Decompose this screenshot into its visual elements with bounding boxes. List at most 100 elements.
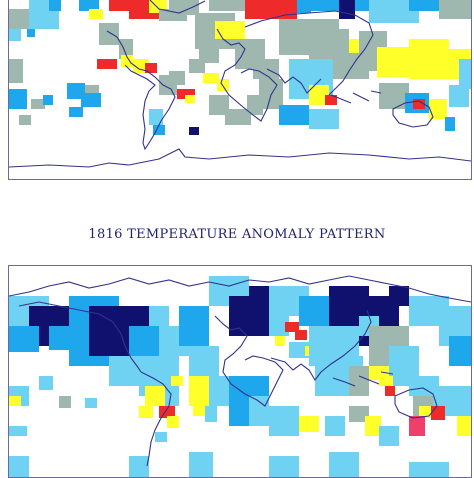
anomaly-cell [325, 416, 345, 436]
anomaly-cell [85, 85, 99, 93]
anomaly-cell [145, 63, 157, 73]
anomaly-map-top [9, 0, 471, 168]
anomaly-cell [297, 0, 311, 13]
anomaly-cell [209, 376, 229, 406]
anomaly-cell [9, 29, 21, 41]
anomaly-cell [217, 79, 229, 91]
anomaly-cell [89, 9, 103, 19]
anomaly-cell [379, 376, 393, 386]
anomaly-cell [67, 83, 85, 99]
anomaly-cell [119, 39, 133, 59]
anomaly-cell [169, 71, 185, 85]
anomaly-cell [247, 95, 263, 115]
anomaly-cell [149, 109, 163, 125]
map-caption: 1816 TEMPERATURE ANOMALY PATTERN [88, 227, 386, 242]
anomaly-cell [285, 322, 299, 332]
anomaly-cell [9, 426, 27, 436]
anomaly-cell [259, 0, 289, 11]
anomaly-cell [189, 346, 219, 376]
anomaly-cell [189, 127, 199, 135]
anomaly-cell [309, 109, 339, 129]
anomaly-cell [269, 456, 299, 477]
anomaly-cell [279, 105, 309, 125]
anomaly-cell [309, 85, 329, 105]
anomaly-cell [189, 452, 213, 477]
anomaly-cell [295, 330, 307, 340]
map-panel-top [8, 0, 472, 180]
anomaly-cell [379, 83, 409, 109]
anomaly-cell [31, 99, 45, 109]
anomaly-cell [9, 326, 39, 352]
anomaly-cell [171, 376, 183, 386]
anomaly-cell [209, 0, 245, 11]
anomaly-cell [289, 342, 309, 358]
anomaly-cell [269, 316, 289, 336]
anomaly-cells-bottom [9, 276, 471, 477]
anomaly-cell [121, 55, 133, 67]
anomaly-cell [215, 21, 245, 39]
anomaly-cell [459, 59, 471, 89]
anomaly-cell [369, 0, 419, 23]
anomaly-cell [19, 115, 31, 125]
anomaly-cell [9, 9, 29, 29]
anomaly-cell [129, 326, 159, 356]
anomaly-cell [379, 426, 399, 446]
coastlines-bottom [9, 275, 471, 467]
anomaly-cell [449, 386, 471, 416]
anomaly-cell [39, 376, 53, 390]
anomaly-cell [169, 0, 199, 15]
anomaly-cell [409, 462, 449, 477]
anomaly-cell [209, 95, 229, 115]
anomaly-cell [109, 356, 139, 386]
anomaly-cell [413, 99, 425, 109]
anomaly-cell [59, 396, 71, 408]
anomaly-cell [329, 452, 359, 477]
anomaly-cell [69, 107, 83, 117]
anomaly-cell [269, 406, 299, 436]
anomaly-cells-top [9, 0, 471, 135]
anomaly-cell [167, 416, 179, 428]
anomaly-cell [99, 23, 119, 45]
map-panel-bottom [8, 265, 472, 478]
anomaly-cell [81, 93, 101, 107]
anomaly-cell [179, 306, 209, 346]
anomaly-cell [189, 59, 205, 73]
anomaly-cell [49, 326, 69, 350]
anomaly-cell [449, 336, 471, 366]
anomaly-cell [275, 336, 285, 346]
anomaly-cell [299, 416, 319, 432]
anomaly-cell [349, 366, 369, 396]
anomaly-cell [129, 456, 149, 477]
anomaly-cell [49, 0, 61, 11]
anomaly-cell [177, 89, 195, 99]
anomaly-cell [155, 432, 167, 442]
anomaly-cell [253, 59, 279, 79]
anomaly-cell [439, 0, 471, 19]
anomaly-cell [153, 125, 165, 135]
anomaly-cell [9, 456, 29, 477]
anomaly-cell [149, 306, 169, 326]
anomaly-cell [325, 95, 337, 105]
anomaly-cell [449, 85, 469, 107]
anomaly-cell [225, 109, 251, 125]
anomaly-cell [9, 89, 27, 109]
anomaly-cell [79, 0, 99, 11]
anomaly-cell [349, 406, 369, 422]
anomaly-cell [389, 286, 409, 306]
anomaly-cell [339, 0, 355, 19]
anomaly-cell [365, 416, 381, 436]
anomaly-cell [145, 386, 165, 406]
anomaly-cell [409, 416, 425, 436]
anomaly-cell [97, 59, 117, 69]
anomaly-map-bottom [9, 275, 471, 477]
anomaly-cell [199, 39, 219, 63]
anomaly-cell [205, 406, 217, 422]
anomaly-cell [9, 59, 23, 83]
anomaly-cell [429, 99, 447, 119]
anomaly-cell [203, 73, 219, 83]
anomaly-cell [299, 296, 329, 326]
anomaly-cell [139, 406, 153, 418]
anomaly-cell [445, 117, 455, 131]
anomaly-cell [431, 406, 445, 420]
anomaly-cell [385, 386, 395, 396]
